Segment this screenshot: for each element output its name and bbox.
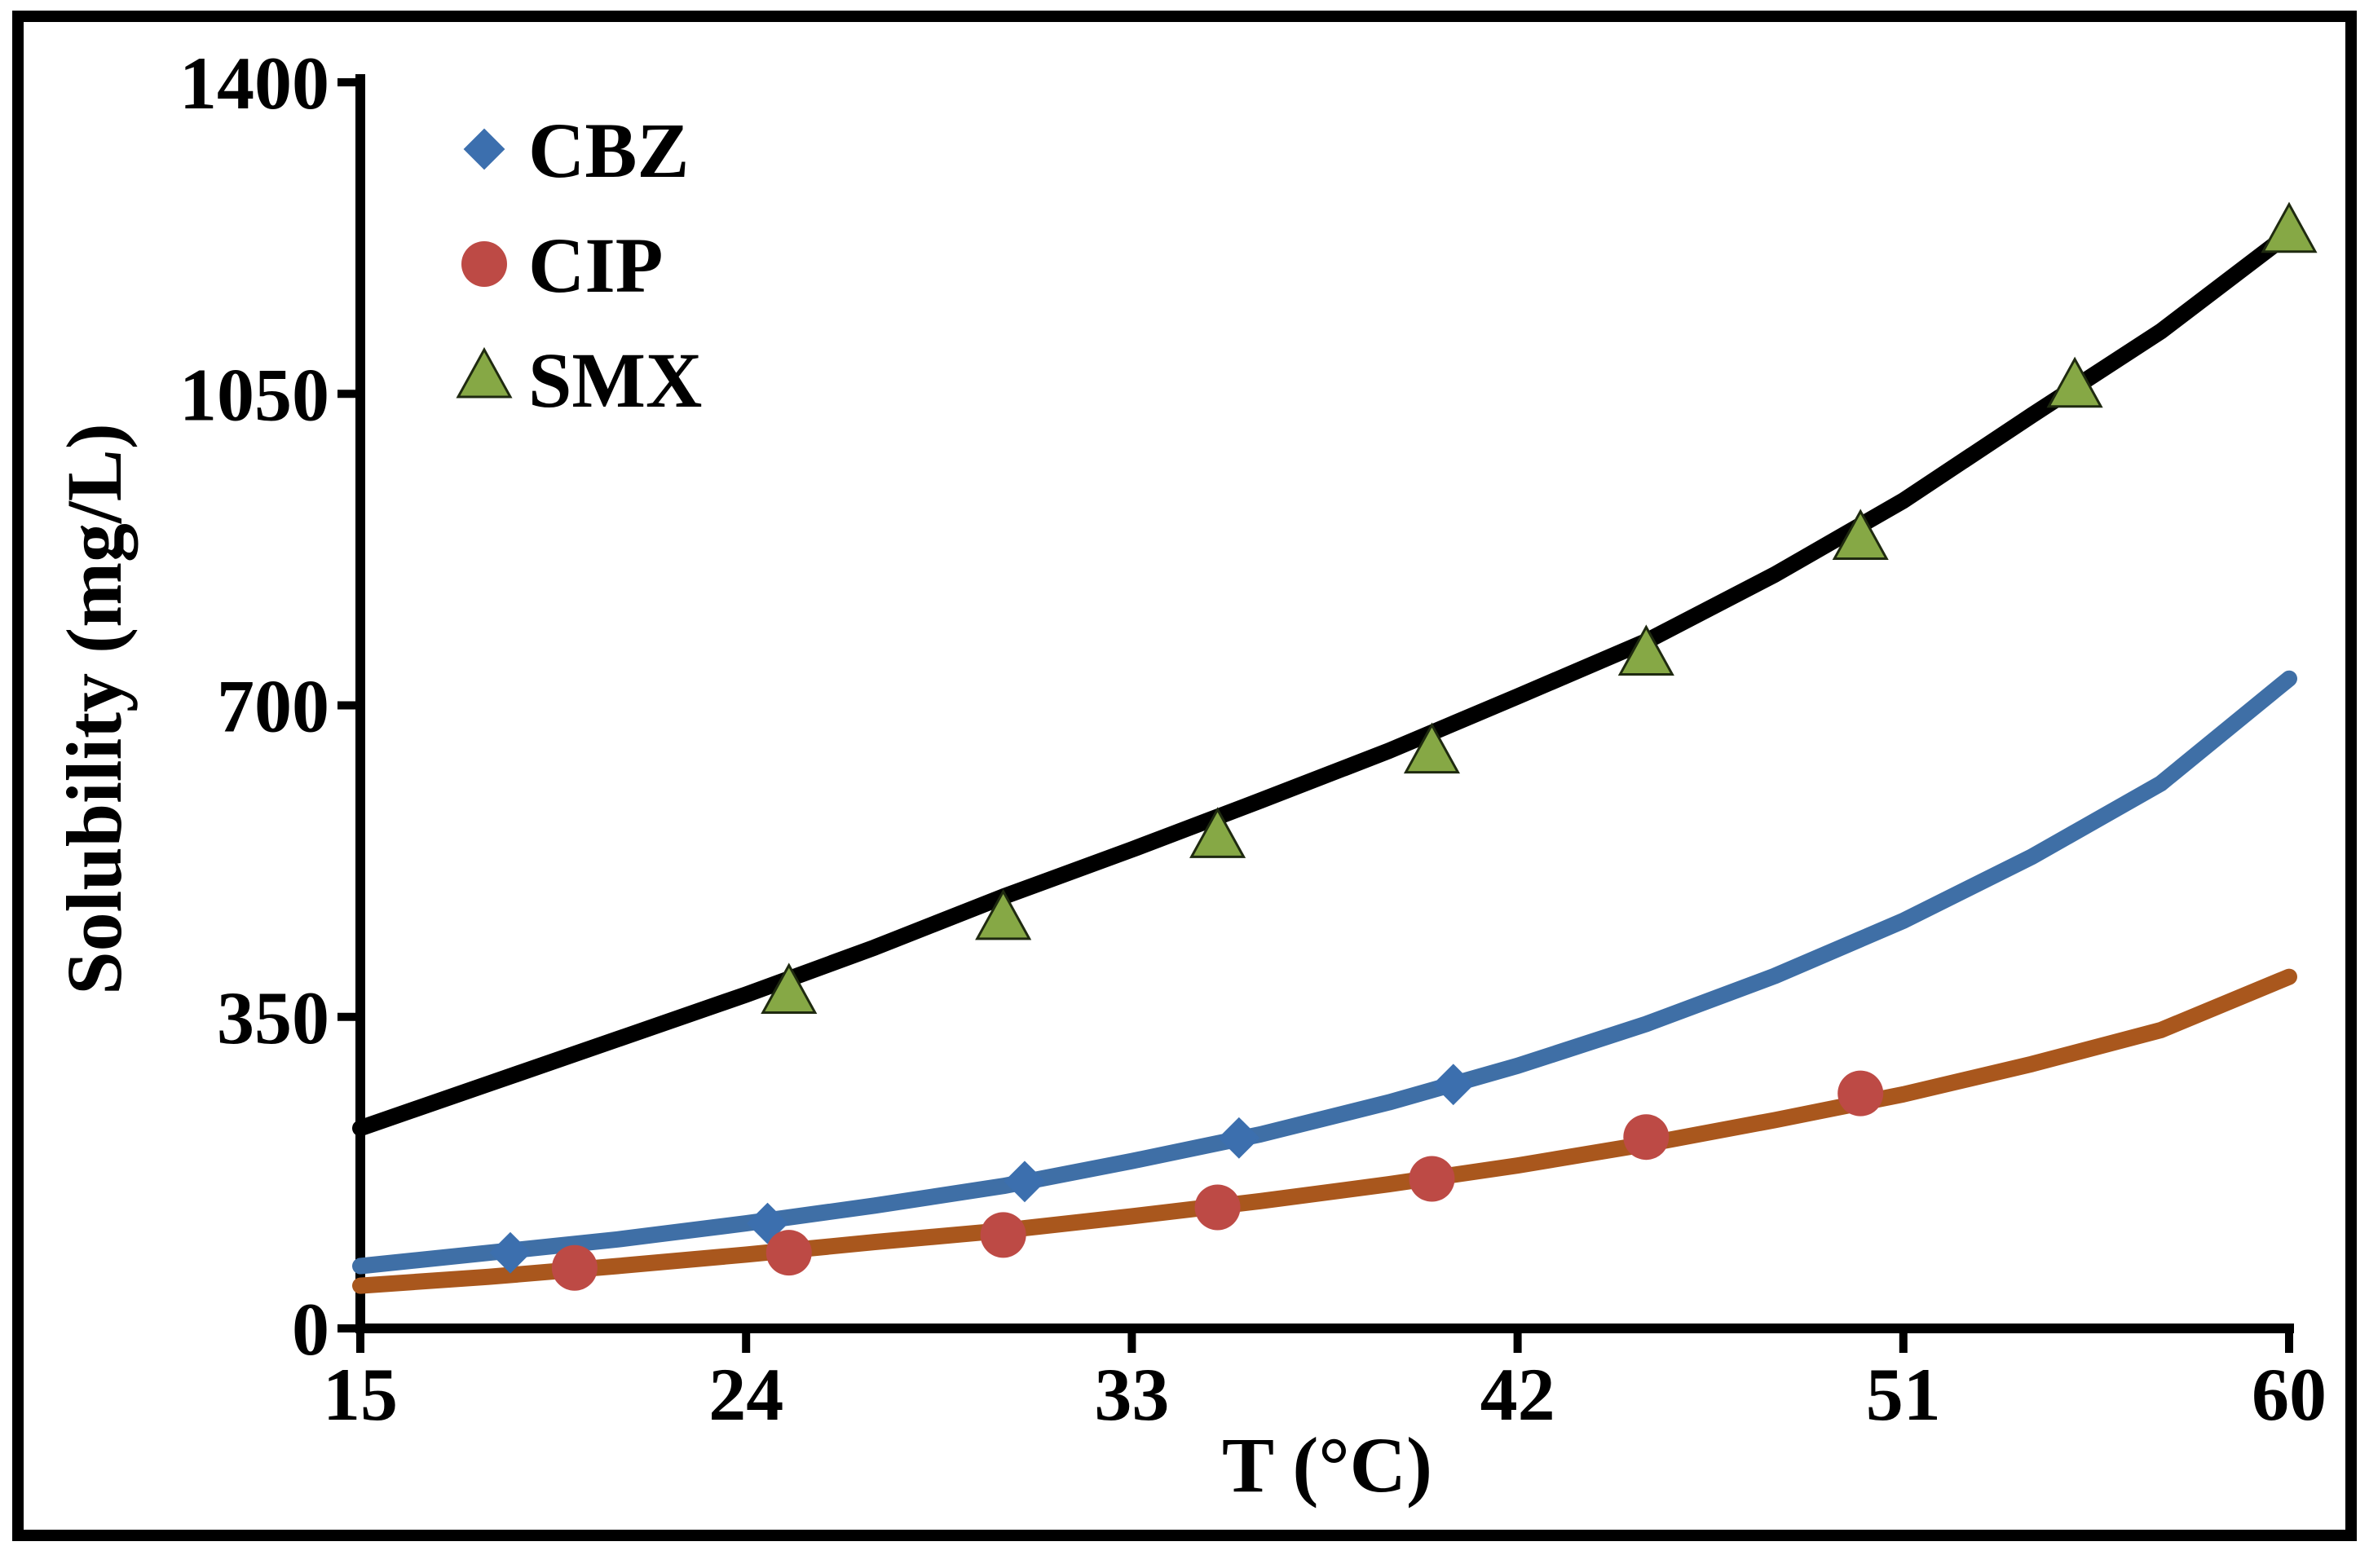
- cip-line: [352, 968, 2297, 1294]
- series-lines: [352, 225, 2297, 1294]
- y-tick-label: 0: [292, 1288, 329, 1371]
- cip-marker: [1409, 1156, 1455, 1202]
- legend-cbz-label: CBZ: [528, 107, 689, 194]
- series-markers: [489, 201, 2318, 1291]
- smx-marker: [761, 962, 818, 1014]
- cbz-marker: [489, 1231, 532, 1274]
- smx-line: [352, 225, 2297, 1137]
- axes: [337, 74, 2294, 1353]
- smx-marker: [975, 888, 1032, 940]
- y-tick-label: 350: [217, 976, 329, 1059]
- y-axis-title: Solubility (mg/L): [51, 423, 138, 994]
- smx-marker: [1832, 509, 1889, 560]
- legend-cip-label: CIP: [528, 222, 663, 309]
- x-axis-title: T (°C): [1222, 1421, 1432, 1509]
- smx-marker: [1403, 722, 1460, 774]
- cbz-marker: [1432, 1064, 1475, 1106]
- legend-smx-label: SMX: [528, 337, 702, 424]
- x-tick-label: 15: [323, 1353, 398, 1436]
- y-tick-label: 700: [217, 665, 329, 748]
- legend: CBZ CIP SMX: [456, 107, 702, 424]
- cip-marker: [1623, 1114, 1670, 1161]
- x-tick-label: 24: [708, 1353, 783, 1436]
- x-tick-label: 42: [1480, 1353, 1555, 1436]
- cbz-marker: [1004, 1161, 1046, 1203]
- legend-cbz-symbol: [463, 128, 505, 170]
- cip-marker: [1837, 1070, 1884, 1117]
- cbz-line: [352, 670, 2297, 1275]
- smx-marker: [1189, 807, 1246, 858]
- tick-labels: 0 350 700 1050 1400 15 24 33 42 51 60: [179, 42, 2327, 1436]
- cip-marker: [551, 1244, 598, 1291]
- cip-marker: [765, 1230, 812, 1276]
- cip-marker: [1194, 1184, 1241, 1231]
- x-tick-label: 33: [1094, 1353, 1169, 1436]
- legend-smx-symbol: [456, 346, 513, 399]
- cbz-marker: [1218, 1117, 1260, 1159]
- y-tick-label: 1400: [179, 42, 329, 125]
- x-tick-label: 60: [2252, 1353, 2327, 1436]
- y-tick-label: 1050: [179, 353, 329, 436]
- legend-cip-symbol: [461, 241, 507, 287]
- smx-marker: [2046, 356, 2103, 408]
- smx-marker: [2261, 201, 2318, 253]
- x-tick-label: 51: [1866, 1353, 1941, 1436]
- cip-marker: [980, 1212, 1026, 1258]
- outer-frame: [12, 11, 2357, 1541]
- smx-marker: [1617, 624, 1674, 676]
